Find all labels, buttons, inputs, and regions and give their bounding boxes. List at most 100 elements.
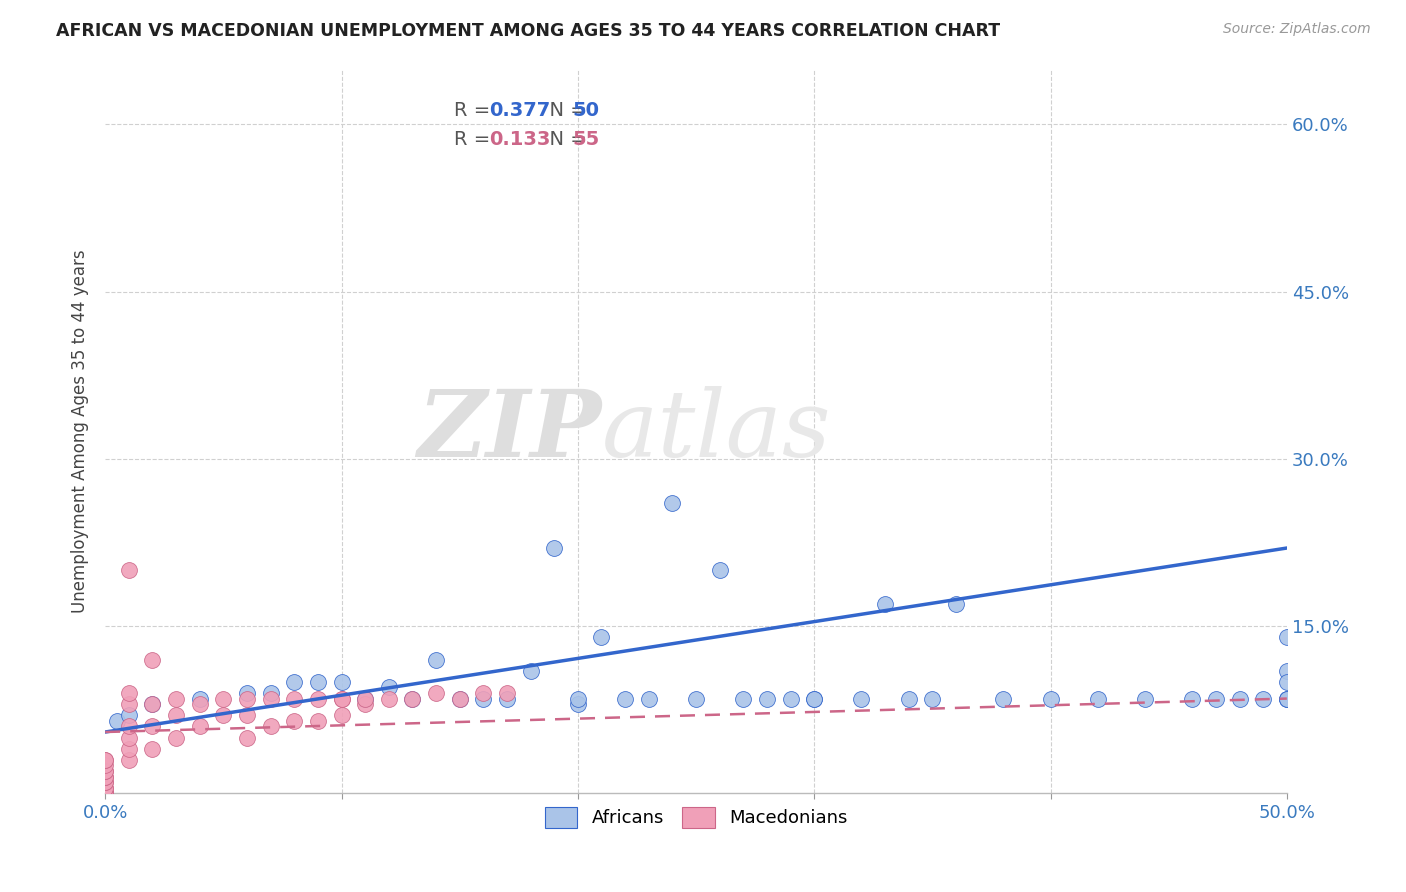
Point (496, 686, 519, 700)
Point (1275, 691, 1298, 706)
Point (212, 708, 235, 723)
Point (993, 691, 1015, 706)
Legend: Africans, Macedonians: Africans, Macedonians (537, 800, 855, 835)
Point (94, 758, 117, 772)
Point (330, 691, 353, 706)
Text: 0.377: 0.377 (489, 101, 551, 120)
Point (283, 691, 305, 706)
Text: N =: N = (537, 101, 592, 120)
Text: ZIP: ZIP (418, 386, 602, 476)
Point (637, 691, 659, 706)
Text: N =: N = (537, 130, 592, 149)
Text: AFRICAN VS MACEDONIAN UNEMPLOYMENT AMONG AGES 35 TO 44 YEARS CORRELATION CHART: AFRICAN VS MACEDONIAN UNEMPLOYMENT AMONG… (56, 22, 1000, 40)
Point (118, 563, 141, 577)
Text: 55: 55 (572, 130, 599, 149)
Point (165, 691, 187, 706)
Point (307, 674, 329, 689)
Point (354, 691, 377, 706)
Point (283, 714, 305, 728)
Text: atlas: atlas (602, 386, 831, 476)
Point (94, 775, 117, 789)
Point (118, 731, 141, 745)
Point (733, 691, 755, 706)
Point (779, 691, 801, 706)
Point (449, 691, 471, 706)
Point (1039, 691, 1062, 706)
Point (141, 652, 163, 666)
Point (1275, 691, 1298, 706)
Point (141, 697, 163, 711)
Point (118, 708, 141, 723)
Point (165, 708, 187, 723)
Point (94, 753, 117, 767)
Point (259, 719, 281, 733)
Point (354, 697, 377, 711)
Point (591, 630, 613, 644)
Text: R =: R = (454, 101, 496, 120)
Point (118, 686, 141, 700)
Point (449, 691, 471, 706)
Point (188, 719, 211, 733)
Point (472, 691, 495, 706)
Point (307, 691, 329, 706)
Point (519, 664, 541, 678)
Point (330, 708, 353, 723)
Point (236, 686, 259, 700)
Point (472, 686, 495, 700)
Point (567, 697, 589, 711)
Point (236, 708, 259, 723)
Point (1087, 691, 1109, 706)
Point (875, 597, 897, 611)
Point (236, 731, 259, 745)
Text: Source: ZipAtlas.com: Source: ZipAtlas.com (1223, 22, 1371, 37)
Point (141, 697, 163, 711)
Point (259, 691, 281, 706)
Point (330, 691, 353, 706)
Point (921, 691, 943, 706)
Point (94, 780, 117, 795)
Point (94, 775, 117, 789)
Point (94, 786, 117, 800)
Point (94, 753, 117, 767)
Point (897, 691, 920, 706)
Point (94, 764, 117, 778)
Point (1275, 630, 1298, 644)
Point (1275, 691, 1298, 706)
Point (94, 786, 117, 800)
Point (94, 780, 117, 795)
Point (259, 686, 281, 700)
Point (567, 691, 589, 706)
Point (94, 770, 117, 784)
Point (330, 674, 353, 689)
Point (1251, 691, 1274, 706)
Point (118, 719, 141, 733)
Point (118, 697, 141, 711)
Text: R =: R = (454, 130, 496, 149)
Point (685, 691, 707, 706)
Point (94, 786, 117, 800)
Point (307, 714, 329, 728)
Point (851, 691, 873, 706)
Point (105, 714, 128, 728)
Point (425, 686, 447, 700)
Point (543, 541, 565, 555)
Point (755, 691, 778, 706)
Point (803, 691, 825, 706)
Point (188, 697, 211, 711)
Point (1205, 691, 1227, 706)
Point (354, 691, 377, 706)
Point (1133, 691, 1156, 706)
Point (378, 691, 401, 706)
Point (212, 691, 235, 706)
Text: 0.133: 0.133 (489, 130, 551, 149)
Point (236, 691, 259, 706)
Point (425, 652, 447, 666)
Point (401, 691, 423, 706)
Point (1229, 691, 1251, 706)
Point (709, 563, 731, 577)
Point (1275, 664, 1298, 678)
Point (94, 770, 117, 784)
Point (1181, 691, 1204, 706)
Point (141, 741, 163, 756)
Point (378, 681, 401, 695)
